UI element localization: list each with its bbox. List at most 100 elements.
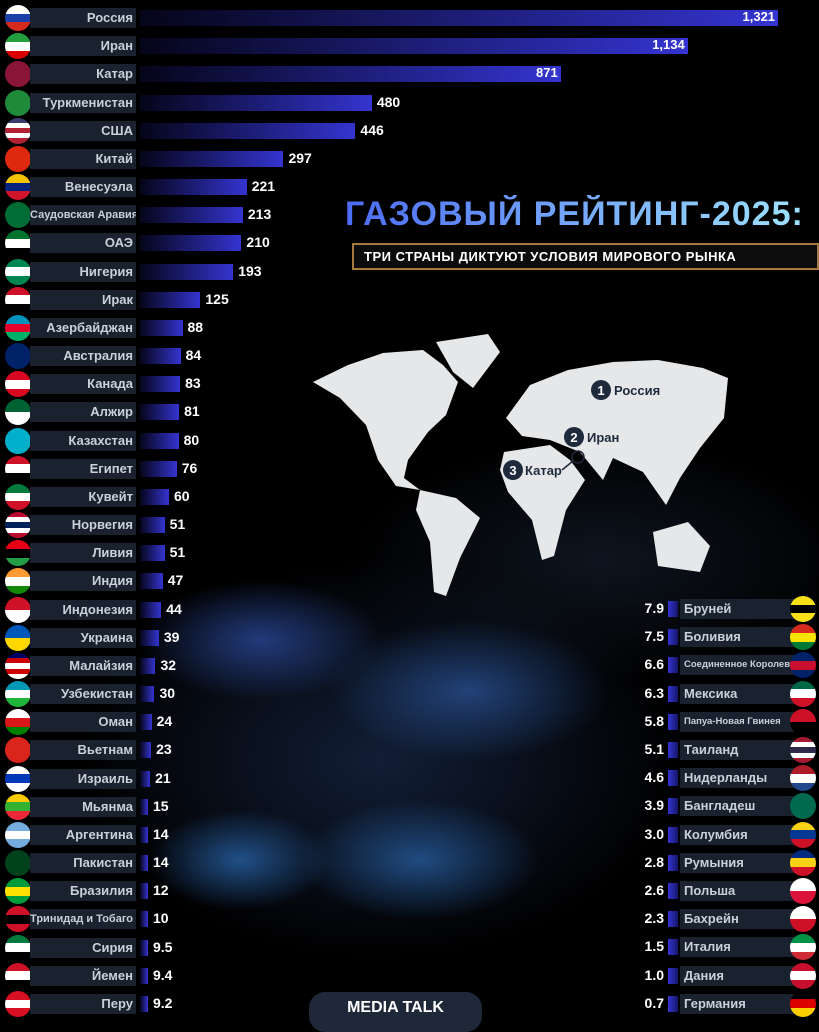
page-title: ГАЗОВЫЙ РЕЙТИНГ-2025:: [345, 195, 804, 233]
flag-icon: [5, 624, 31, 651]
flag-icon: [790, 878, 816, 904]
value-label: 51: [169, 544, 186, 561]
bar: [140, 319, 183, 336]
value-label: 0.7: [644, 994, 664, 1011]
value-label: 1.5: [644, 938, 664, 955]
value-label: 14: [153, 854, 169, 871]
flag-icon: [5, 343, 31, 370]
bar-row: Мьянма 15: [0, 793, 819, 820]
bar: [140, 432, 179, 449]
bar-row: Катар 871: [0, 61, 819, 88]
flag-icon: [5, 258, 31, 285]
value-label: 221: [251, 178, 276, 195]
bar: [140, 404, 180, 421]
country-label: Нидерланды: [680, 768, 800, 789]
bar: [140, 122, 356, 139]
bar: [140, 376, 181, 393]
value-label: 12: [153, 882, 169, 899]
flag-icon: [790, 624, 816, 651]
bar: [140, 573, 163, 590]
flag-icon: [5, 202, 31, 229]
bar: [668, 995, 678, 1012]
country-label: США: [30, 120, 136, 141]
country-label: Индонезия: [30, 599, 136, 620]
country-label: Германия: [680, 993, 800, 1014]
svg-text:1: 1: [597, 383, 604, 398]
flag-icon: [790, 962, 816, 989]
country-label: Украина: [30, 627, 136, 648]
flag-icon: [5, 455, 31, 482]
country-label: Египет: [30, 458, 136, 479]
bar-row: Вьетнам 23: [0, 737, 819, 764]
flag-icon: [5, 286, 31, 313]
flag-icon: [5, 709, 31, 736]
value-label: 871: [536, 65, 558, 81]
bar: [668, 601, 678, 617]
value-label: 30: [159, 685, 176, 702]
bar-row: Йемен 9.4: [0, 962, 819, 989]
country-label: Вьетнам: [30, 740, 136, 761]
country-label: Соединенное Королевство: [680, 655, 800, 676]
country-label: Ливия: [30, 543, 136, 564]
value-label: 47: [167, 572, 184, 589]
bar-row: Казахстан 80: [0, 427, 819, 454]
bar: [140, 770, 151, 787]
country-label: Китай: [30, 148, 136, 169]
australia: [653, 522, 710, 572]
bar-row: Аргентина 14: [0, 821, 819, 848]
svg-text:Иран: Иран: [587, 430, 619, 445]
flag-icon: [5, 483, 31, 510]
bar: [140, 855, 148, 872]
bar-row: 1.0 Дания: [0, 962, 819, 989]
value-label: 480: [376, 93, 401, 110]
bar-row: Малайзия 32: [0, 652, 819, 679]
flag-icon: [5, 371, 31, 398]
flag-icon: [5, 145, 31, 172]
footer-brand: MEDIA TALK: [309, 992, 482, 1032]
flag-icon: [5, 117, 31, 144]
bar-row: ОАЭ 210: [0, 230, 819, 257]
bar-row: Ливия 51: [0, 540, 819, 567]
flag-icon: [790, 990, 816, 1017]
value-label: 2.8: [644, 853, 664, 870]
country-label: Йемен: [30, 965, 136, 986]
value-label: 76: [181, 459, 198, 476]
flag-icon: [790, 708, 816, 735]
country-label: Кувейт: [30, 486, 136, 507]
world-map: 1 Россия 2 Иран 3 Катар: [313, 334, 728, 596]
country-label: Папуа-Новая Гвинея: [680, 711, 800, 732]
bar: [140, 545, 165, 562]
bar: [140, 657, 156, 674]
bar-row: Израиль 21: [0, 765, 819, 792]
bar: [140, 94, 372, 111]
bar: [140, 38, 688, 55]
country-label: Венесуэла: [30, 177, 136, 198]
flag-icon: [5, 89, 31, 116]
bar-row: 7.9 Бруней: [0, 596, 819, 622]
bar-row: Туркменистан 480: [0, 89, 819, 116]
country-label: Узбекистан: [30, 684, 136, 705]
bar-row: Оман 24: [0, 709, 819, 736]
flag-icon: [5, 540, 31, 567]
bar: [668, 770, 678, 787]
flag-icon: [790, 765, 816, 792]
bar-row: 2.6 Польша: [0, 878, 819, 904]
country-label: ОАЭ: [30, 233, 136, 254]
flag-icon: [5, 512, 31, 539]
flag-icon: [790, 652, 816, 679]
bar-row: 4.6 Нидерланды: [0, 765, 819, 792]
value-label: 15: [153, 797, 169, 814]
bar-row: 7.5 Боливия: [0, 624, 819, 651]
bar: [140, 742, 152, 759]
bar-row: Украина 39: [0, 624, 819, 651]
country-label: Таиланд: [680, 740, 800, 760]
bar: [140, 995, 148, 1012]
bar: [140, 883, 148, 900]
bar-row: Индия 47: [0, 568, 819, 595]
bar-row: Ирак 125: [0, 286, 819, 313]
country-label: Иран: [30, 36, 136, 57]
country-label: Бруней: [680, 599, 800, 619]
bar: [668, 742, 678, 758]
value-label: 14: [153, 825, 169, 842]
country-label: Алжир: [30, 402, 136, 423]
